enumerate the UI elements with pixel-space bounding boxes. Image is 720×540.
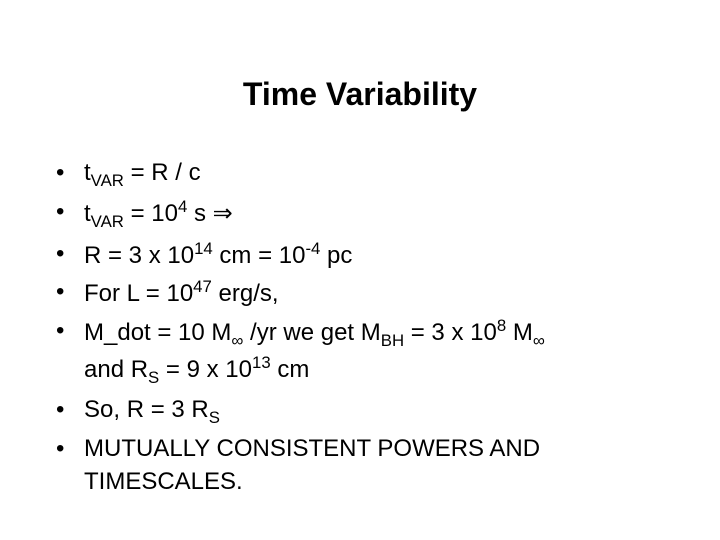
subscript: BH <box>381 331 404 350</box>
superscript: 47 <box>193 277 212 296</box>
bullet-item-6: So, R = 3 RS <box>56 394 672 429</box>
text: M_dot = 10 M <box>84 319 231 346</box>
text: s <box>187 200 212 227</box>
text: MUTUALLY CONSISTENT POWERS AND TIMESCALE… <box>84 435 540 494</box>
text: and R <box>84 356 148 383</box>
infinity-icon: ∞ <box>533 331 545 350</box>
slide-title: Time Variability <box>48 76 672 113</box>
text: pc <box>320 242 352 269</box>
superscript: 14 <box>194 239 213 258</box>
subscript: VAR <box>91 171 124 190</box>
text: M <box>506 319 533 346</box>
infinity-icon: ∞ <box>231 331 243 350</box>
text: = 9 x 10 <box>159 356 252 383</box>
superscript: 8 <box>497 316 506 335</box>
text: t <box>84 200 91 227</box>
subscript: S <box>209 407 220 426</box>
superscript: 4 <box>178 197 187 216</box>
subscript: S <box>148 368 159 387</box>
bullet-item-3: R = 3 x 1014 cm = 10-4 pc <box>56 238 672 272</box>
slide: Time Variability tVAR = R / c tVAR = 104… <box>0 0 720 540</box>
text: For L = 10 <box>84 280 193 307</box>
text: /yr we get M <box>243 319 380 346</box>
text: erg/s, <box>212 280 279 307</box>
text: = 3 x 10 <box>404 319 497 346</box>
text: cm = 10 <box>213 242 306 269</box>
text: = R / c <box>124 159 201 186</box>
bullet-list: tVAR = R / c tVAR = 104 s ⇒ R = 3 x 1014… <box>48 157 672 498</box>
text: t <box>84 159 91 186</box>
bullet-item-2: tVAR = 104 s ⇒ <box>56 196 672 233</box>
bullet-item-1: tVAR = R / c <box>56 157 672 192</box>
text: R = 3 x 10 <box>84 242 194 269</box>
bullet-item-5: M_dot = 10 M∞ /yr we get MBH = 3 x 108 M… <box>56 315 672 390</box>
bullet-item-4: For L = 1047 erg/s, <box>56 276 672 310</box>
text: cm <box>271 356 310 383</box>
bullet-item-7: MUTUALLY CONSISTENT POWERS AND TIMESCALE… <box>56 433 672 498</box>
text: So, R = 3 R <box>84 396 209 423</box>
implies-icon: ⇒ <box>213 200 233 227</box>
subscript: VAR <box>91 212 124 231</box>
superscript: -4 <box>305 239 320 258</box>
text: = 10 <box>124 200 178 227</box>
superscript: 13 <box>252 353 271 372</box>
